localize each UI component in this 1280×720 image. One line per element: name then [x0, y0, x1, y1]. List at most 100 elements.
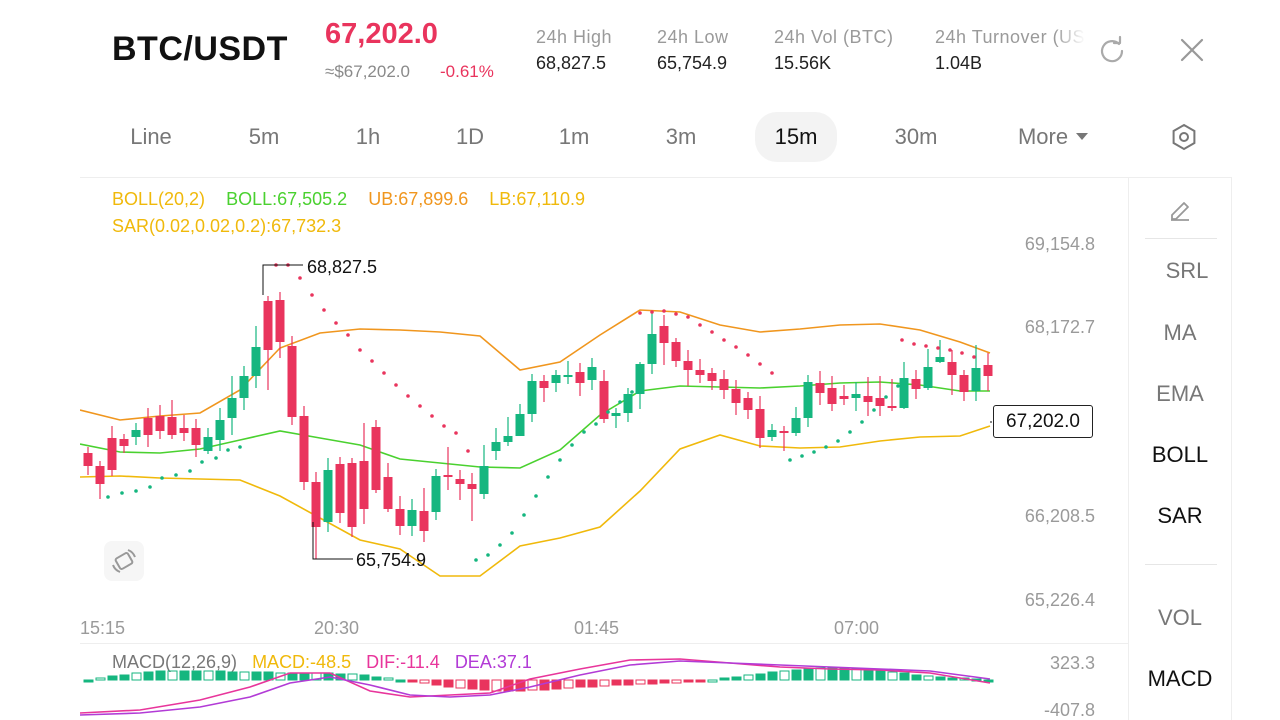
- candle-body: [923, 367, 933, 388]
- macd-chart[interactable]: [80, 655, 1000, 720]
- hexagon-settings-icon[interactable]: [1169, 122, 1199, 152]
- boll-params: BOLL(20,2): [112, 189, 206, 209]
- sar-dot: [214, 456, 218, 460]
- macd-histogram-bar: [275, 672, 286, 681]
- candle-body: [863, 396, 873, 402]
- candle-body: [395, 509, 405, 526]
- sar-dot: [746, 353, 750, 357]
- candle-body: [479, 466, 489, 494]
- candle-body: [743, 398, 753, 410]
- sar-dot: [238, 445, 242, 449]
- macd-histogram-bar: [479, 679, 490, 691]
- sar-dot: [534, 494, 538, 498]
- side-item-ema[interactable]: EMA: [1156, 381, 1204, 406]
- tab-line[interactable]: Line: [130, 124, 172, 149]
- side-item-srl[interactable]: SRL: [1165, 258, 1209, 283]
- side-item-ma[interactable]: MA: [1163, 320, 1197, 345]
- macd-y-top: 323.3: [1049, 653, 1095, 673]
- chart-mode-button[interactable]: [104, 541, 144, 581]
- candle-body: [947, 362, 957, 375]
- macd-histogram-bar: [779, 670, 790, 681]
- candle-body: [647, 334, 657, 364]
- tabs-divider: [80, 177, 1232, 178]
- stat-label: 24h Vol (BTC): [774, 27, 894, 47]
- side-item-sar[interactable]: SAR: [1157, 503, 1203, 528]
- dif-value: DIF:-11.4: [366, 652, 440, 672]
- pair-title[interactable]: BTC/USDT: [112, 30, 288, 68]
- tab-more-label: More: [1017, 124, 1069, 149]
- candle-body: [815, 383, 825, 393]
- sar-dot: [972, 355, 976, 359]
- sar-dot: [758, 362, 762, 366]
- macd-histogram-bar: [467, 679, 478, 690]
- y-tick: 66,208.5: [1024, 506, 1095, 526]
- candle-body: [611, 413, 621, 416]
- pencil-icon[interactable]: [1167, 196, 1193, 222]
- sar-dot: [674, 312, 678, 316]
- macd-histogram-bar: [383, 677, 394, 681]
- tab-5m[interactable]: 5m: [248, 124, 280, 149]
- candle-body: [239, 376, 249, 398]
- close-icon[interactable]: [1178, 36, 1206, 64]
- candle-body: [335, 464, 345, 513]
- sar-dot: [770, 371, 774, 375]
- sar-dot: [454, 431, 458, 435]
- refresh-icon[interactable]: [1097, 35, 1127, 65]
- candle-body: [383, 477, 393, 509]
- tab-1m[interactable]: 1m: [558, 124, 590, 149]
- macd-histogram-bar: [83, 679, 94, 683]
- sar-dot: [848, 430, 852, 434]
- stat-label: 24h Turnover (USDT): [935, 27, 1085, 47]
- macd-histogram-bar: [419, 679, 430, 684]
- sar-dot: [698, 323, 702, 327]
- sar-dot: [650, 310, 654, 314]
- candle-body: [683, 361, 693, 370]
- candle-body: [563, 375, 573, 377]
- macd-y-bottom: -407.8: [1043, 700, 1095, 720]
- sar-dot: [722, 338, 726, 342]
- sar-dot: [406, 394, 410, 398]
- candle-body: [455, 479, 465, 484]
- candle-body: [623, 394, 633, 413]
- candle-body: [359, 461, 369, 509]
- side-item-vol[interactable]: VOL: [1157, 605, 1203, 630]
- macd-histogram-bar: [767, 671, 778, 681]
- candle-body: [839, 396, 849, 399]
- candle-body: [119, 439, 129, 446]
- candle-body: [635, 364, 645, 394]
- tab-15m[interactable]: 15m: [755, 112, 837, 162]
- candle-body: [131, 430, 141, 437]
- macd-histogram-bar: [935, 676, 946, 681]
- stat-value: 1.04B: [935, 53, 983, 73]
- macd-legend: MACD(12,26,9) MACD:-48.5 DIF:-11.4 DEA:3…: [112, 652, 542, 673]
- candle-body: [311, 482, 321, 527]
- candle-body: [347, 463, 357, 527]
- tab-3m[interactable]: 3m: [665, 124, 697, 149]
- tab-1h[interactable]: 1h: [355, 124, 381, 149]
- sar-dot: [872, 408, 876, 412]
- candle-body: [911, 379, 921, 389]
- candle-body: [887, 406, 897, 408]
- stat-24h-high: 24h High 68,827.5: [536, 27, 612, 74]
- sar-legend: SAR(0.02,0.02,0.2):67,732.3: [112, 216, 357, 237]
- side-item-boll[interactable]: BOLL: [1151, 442, 1209, 467]
- boll-middle-band: [80, 381, 990, 469]
- candle-body: [659, 326, 669, 343]
- sar-dot: [486, 553, 490, 557]
- x-tick: 15:15: [80, 618, 126, 638]
- tab-30m[interactable]: 30m: [894, 124, 938, 149]
- tab-more[interactable]: More: [1005, 112, 1101, 162]
- sar-dot: [148, 485, 152, 489]
- side-separator: [1145, 564, 1217, 565]
- candle-body: [419, 511, 429, 531]
- sar-dot: [382, 371, 386, 375]
- side-item-macd[interactable]: MACD: [1147, 666, 1213, 691]
- tab-1d[interactable]: 1D: [455, 124, 485, 149]
- candle-body: [227, 398, 237, 418]
- sar-dot: [812, 450, 816, 454]
- candlestick-chart[interactable]: [80, 240, 1120, 585]
- candle-body: [575, 372, 585, 383]
- macd-divider: [80, 643, 1128, 644]
- macd-histogram-bar: [131, 672, 142, 681]
- candle-body: [191, 428, 201, 445]
